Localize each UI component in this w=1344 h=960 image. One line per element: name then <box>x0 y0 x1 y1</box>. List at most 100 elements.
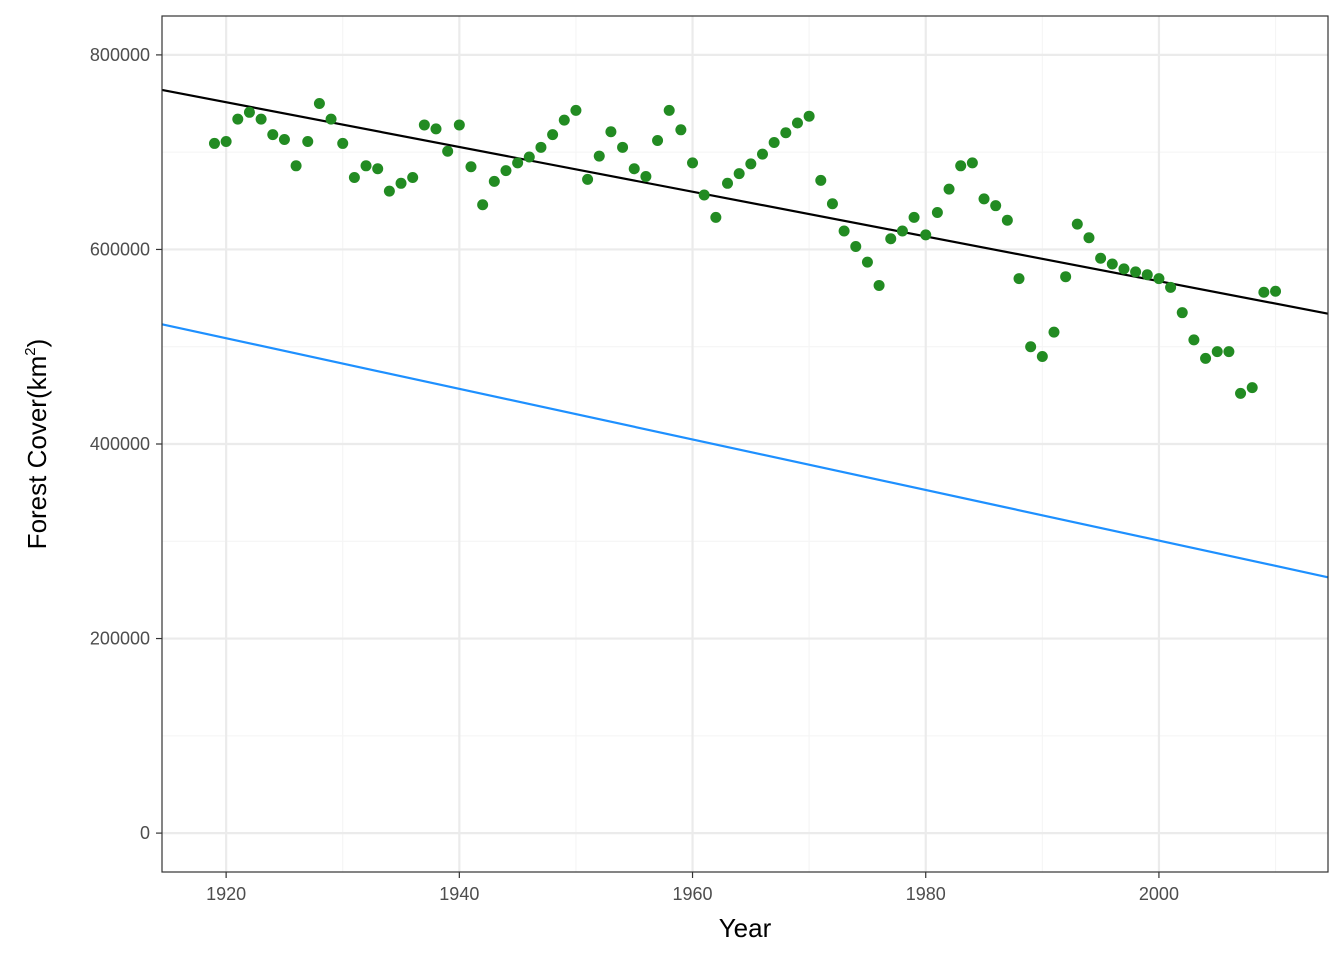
data-point <box>220 135 232 147</box>
data-point <box>313 98 325 110</box>
data-point <box>617 141 629 153</box>
data-point <box>360 160 372 172</box>
x-axis: 1920 1940 1960 1980 2000 <box>206 872 1179 904</box>
y-axis-title-prefix: Forest Cover <box>22 399 52 550</box>
data-point <box>873 279 885 291</box>
data-point <box>920 229 932 241</box>
data-point <box>826 198 838 210</box>
data-point <box>570 104 582 116</box>
data-point <box>372 163 384 175</box>
data-point <box>768 136 780 148</box>
data-point <box>407 171 419 183</box>
data-point <box>1083 232 1095 244</box>
data-point <box>931 206 943 218</box>
x-tick-label: 1920 <box>206 884 246 904</box>
data-point <box>465 161 477 173</box>
data-point <box>1013 273 1025 285</box>
y-tick-label: 200000 <box>90 629 150 649</box>
data-point <box>337 137 349 149</box>
data-point <box>1258 286 1270 298</box>
x-tick-label: 2000 <box>1139 884 1179 904</box>
data-point <box>1188 334 1200 346</box>
data-point <box>791 117 803 129</box>
data-point <box>1246 382 1258 394</box>
data-point <box>943 183 955 195</box>
data-point <box>453 119 465 131</box>
data-point <box>1211 346 1223 358</box>
data-point <box>383 185 395 197</box>
data-point <box>418 119 430 131</box>
data-points <box>208 98 1282 399</box>
data-point <box>523 151 535 163</box>
y-tick-label: 0 <box>140 823 150 843</box>
data-point <box>745 158 757 170</box>
data-point <box>850 241 862 253</box>
data-point <box>1165 281 1177 293</box>
data-point <box>605 126 617 138</box>
data-point <box>1141 269 1153 281</box>
data-point <box>990 200 1002 212</box>
data-point <box>815 174 827 186</box>
data-point <box>290 160 302 172</box>
data-point <box>232 113 244 125</box>
y-axis-title-unit: km <box>22 356 52 391</box>
data-point <box>208 137 220 149</box>
data-point <box>477 199 489 211</box>
y-axis-title-close-paren: ) <box>22 339 52 348</box>
data-point <box>512 157 524 169</box>
data-point <box>733 168 745 180</box>
data-point <box>1001 214 1013 226</box>
y-axis-title-exponent: 2 <box>22 347 39 355</box>
data-point <box>1060 271 1072 283</box>
data-point <box>896 225 908 237</box>
data-point <box>1176 307 1188 319</box>
data-point <box>885 233 897 245</box>
data-point <box>1071 218 1083 230</box>
data-point <box>698 189 710 201</box>
data-point <box>278 134 290 146</box>
y-tick-label: 800000 <box>90 45 150 65</box>
data-point <box>1235 387 1247 399</box>
y-tick-label: 400000 <box>90 434 150 454</box>
data-point <box>838 225 850 237</box>
data-point <box>687 157 699 169</box>
y-axis-title-open-paren: ( <box>22 390 52 399</box>
data-point <box>861 256 873 268</box>
data-point <box>978 193 990 205</box>
data-point <box>1153 273 1165 285</box>
x-tick-label: 1940 <box>439 884 479 904</box>
data-point <box>325 113 337 125</box>
data-point <box>908 211 920 223</box>
data-point <box>243 106 255 118</box>
data-point <box>955 160 967 172</box>
data-point <box>1025 341 1037 353</box>
y-tick-label: 600000 <box>90 239 150 259</box>
data-point <box>395 177 407 189</box>
data-point <box>348 171 360 183</box>
data-point <box>710 211 722 223</box>
data-point <box>640 171 652 182</box>
data-point <box>430 123 442 135</box>
data-point <box>966 157 978 169</box>
data-point <box>1223 346 1235 358</box>
data-point <box>756 148 768 160</box>
data-point <box>663 104 675 116</box>
data-point <box>803 110 815 122</box>
data-point <box>267 129 279 141</box>
x-tick-label: 1980 <box>906 884 946 904</box>
data-point <box>628 163 640 175</box>
data-point <box>1200 352 1212 364</box>
data-point <box>593 150 605 162</box>
data-point <box>488 175 500 187</box>
data-point <box>1130 266 1142 278</box>
data-point <box>1106 258 1118 270</box>
data-point <box>547 129 559 141</box>
data-point <box>1118 263 1130 275</box>
data-point <box>255 113 267 125</box>
data-point <box>675 124 687 136</box>
data-point <box>722 177 734 189</box>
data-point <box>558 114 570 126</box>
data-point <box>1048 326 1060 338</box>
data-point <box>1270 285 1282 297</box>
